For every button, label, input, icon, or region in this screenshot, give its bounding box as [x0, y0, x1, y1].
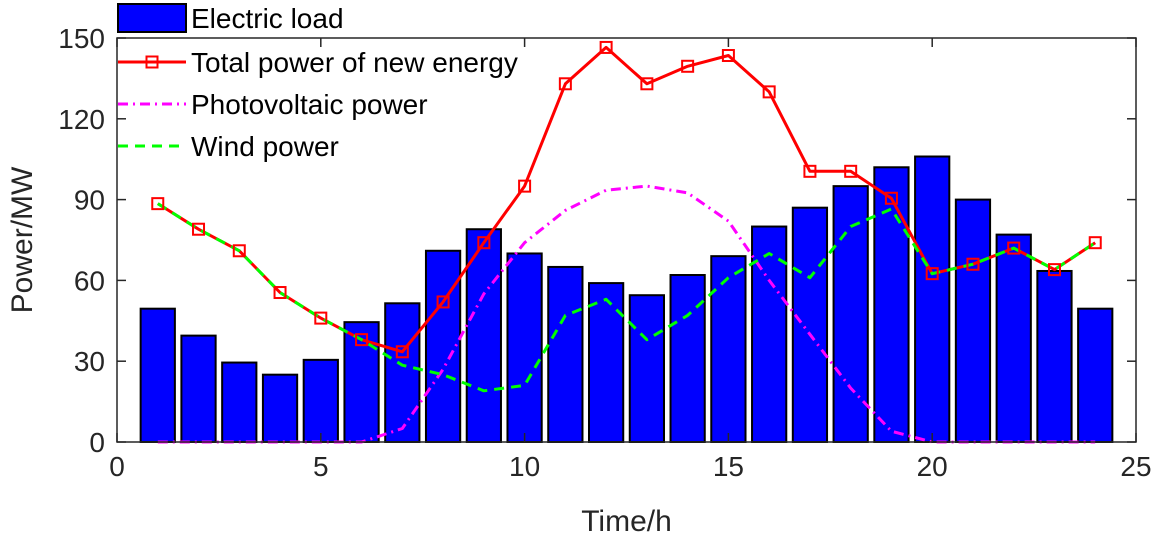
marker-total-new-energy: [395, 345, 409, 359]
marker-total-new-energy: [1088, 236, 1102, 250]
marker-total-new-energy: [151, 197, 165, 211]
y-tick-label: 90: [74, 185, 105, 216]
x-tick-label: 20: [917, 451, 948, 482]
x-axis-label: Time/h: [581, 505, 672, 538]
marker-total-new-energy: [925, 267, 939, 281]
marker-total-new-energy: [355, 333, 369, 347]
marker-total-new-energy: [518, 179, 532, 193]
axes-layer: 0 5 10 15 20 25 0 30 60 90 120 150 Time/h Power/MW: [6, 23, 1152, 538]
legend-label-electric-load: Electric load: [191, 3, 344, 34]
marker-total-new-energy: [192, 222, 206, 236]
bar-electric-load: [751, 225, 788, 443]
bar-electric-load: [832, 185, 869, 443]
bar-electric-load: [180, 334, 217, 444]
legend-label-photovoltaic: Photovoltaic power: [191, 89, 428, 120]
marker-total-new-energy: [681, 59, 695, 73]
legend-label-wind: Wind power: [191, 131, 339, 162]
y-tick-label: 120: [58, 104, 105, 135]
marker-total-new-energy: [1007, 241, 1021, 255]
marker-total-new-energy: [558, 77, 572, 91]
marker-total-new-energy: [762, 85, 776, 99]
bar-electric-load: [791, 206, 829, 443]
x-tick-label: 0: [109, 451, 125, 482]
y-axis-label: Power/MW: [6, 166, 39, 313]
bar-electric-load: [710, 255, 747, 443]
bar-electric-load: [995, 233, 1032, 443]
bar-electric-load: [221, 361, 258, 443]
bar-electric-load: [302, 358, 339, 443]
x-tick-label: 10: [509, 451, 540, 482]
bar-electric-load: [873, 166, 910, 443]
marker-total-new-energy: [640, 77, 654, 91]
x-tick-label: 25: [1120, 451, 1151, 482]
marker-total-new-energy: [803, 164, 817, 178]
marker-total-new-energy: [436, 295, 450, 309]
y-tick-label: 60: [74, 265, 105, 296]
y-tick-label: 150: [58, 23, 105, 54]
bar-electric-load: [139, 307, 176, 443]
marker-total-new-energy: [477, 236, 491, 250]
line-wind: [157, 202, 1097, 393]
bar-electric-load: [669, 274, 706, 443]
marker-total-new-energy: [966, 257, 980, 271]
line-photovoltaic: [157, 184, 1096, 444]
marker-total-new-energy: [844, 164, 858, 178]
bar-electric-load: [261, 373, 299, 443]
marker-total-new-energy: [1047, 263, 1061, 277]
legend-marker-total-new-energy: [145, 55, 159, 69]
y-tick-label: 30: [74, 346, 105, 377]
axes-box: [116, 37, 1137, 443]
legend-label-total-new-energy: Total power of new energy: [191, 47, 518, 78]
bar-electric-load: [424, 249, 462, 443]
marker-total-new-energy: [599, 40, 613, 54]
bar-electric-load: [384, 302, 421, 443]
marker-total-new-energy: [273, 286, 287, 300]
bar-electric-load: [506, 252, 543, 443]
marker-total-new-energy: [232, 244, 246, 258]
x-tick-label: 5: [313, 451, 329, 482]
bar-electric-load: [1036, 269, 1073, 443]
bar-electric-load: [1077, 307, 1114, 443]
y-tick-label: 0: [89, 427, 105, 458]
bar-electric-load: [547, 265, 584, 443]
marker-total-new-energy: [884, 191, 898, 205]
bar-electric-load: [954, 198, 992, 443]
bar-electric-load: [628, 294, 665, 444]
bar-electric-load: [588, 282, 625, 443]
bars-layer: [139, 155, 1114, 444]
bar-electric-load: [914, 155, 951, 444]
marker-total-new-energy: [721, 49, 735, 63]
legend: Electric load Total power of new energy Ph…: [117, 3, 518, 162]
legend-swatch-electric-load: [117, 3, 187, 33]
x-tick-label: 15: [713, 451, 744, 482]
marker-total-new-energy: [314, 311, 328, 325]
